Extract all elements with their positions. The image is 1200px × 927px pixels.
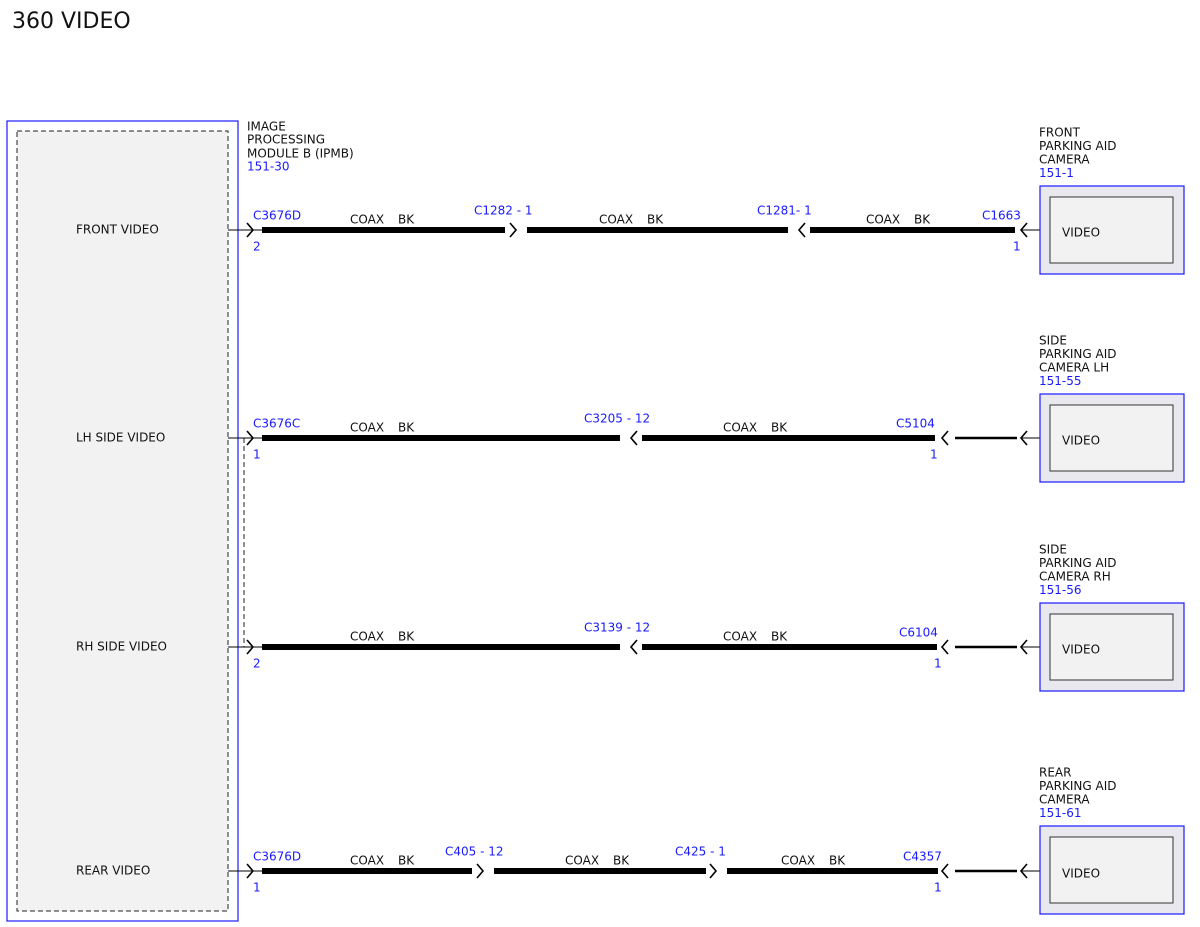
connector-label: C6104 xyxy=(899,626,938,640)
inline-connector-label: C3205 - 12 xyxy=(584,412,650,426)
inline-connector-label: C425 - 1 xyxy=(675,845,726,859)
wire-color: BK xyxy=(771,421,788,435)
camera-signal: VIDEO xyxy=(1062,226,1100,240)
wire-color: BK xyxy=(829,854,846,868)
module-ref: 151-30 xyxy=(247,160,290,174)
connector-label: C4357 xyxy=(903,850,942,864)
inline-connector-label: C3139 - 12 xyxy=(584,621,650,635)
pin-number: 2 xyxy=(253,240,261,254)
inline-connector-label: C405 - 12 xyxy=(445,845,504,859)
title: 360 VIDEO xyxy=(12,9,131,34)
camera-name: SIDE xyxy=(1039,543,1067,557)
inline-connector-label: C1282 - 1 xyxy=(474,204,533,218)
wire-color: BK xyxy=(647,213,664,227)
wire-type: COAX xyxy=(350,213,384,227)
wire-type: COAX xyxy=(781,854,815,868)
wire-color: BK xyxy=(398,854,415,868)
camera-ref: 151-56 xyxy=(1039,583,1082,597)
connector-arrow xyxy=(509,222,518,238)
wire-type: COAX xyxy=(350,854,384,868)
module-name: IMAGE xyxy=(247,120,286,134)
wire-color: BK xyxy=(771,630,788,644)
pin-number: 1 xyxy=(930,448,938,462)
wire-color: BK xyxy=(914,213,931,227)
module-name: PROCESSING xyxy=(247,133,325,147)
wire-color: BK xyxy=(398,630,415,644)
wire-color: BK xyxy=(398,421,415,435)
pin-number: 1 xyxy=(253,881,261,895)
camera-signal: VIDEO xyxy=(1062,643,1100,657)
connector-arrow xyxy=(476,863,485,879)
connector-label: C1663 xyxy=(982,209,1021,223)
camera-signal: VIDEO xyxy=(1062,434,1100,448)
connector-arrow xyxy=(940,430,949,446)
camera-name: PARKING AID xyxy=(1039,556,1117,570)
wire-type: COAX xyxy=(350,630,384,644)
camera-inner xyxy=(1049,613,1174,681)
connector-arrow xyxy=(940,863,949,879)
wire-type: COAX xyxy=(723,421,757,435)
module-pin-label: LH SIDE VIDEO xyxy=(76,431,165,445)
camera-name: REAR xyxy=(1039,766,1071,780)
connector-label: C3676D xyxy=(253,209,301,223)
camera-name: CAMERA xyxy=(1039,153,1090,167)
pin-number: 1 xyxy=(253,448,261,462)
module-pin-label: FRONT VIDEO xyxy=(76,223,159,237)
connector-arrow xyxy=(246,430,255,446)
connector-label: C3676C xyxy=(253,417,300,431)
wire-color: BK xyxy=(398,213,415,227)
module-inner xyxy=(16,130,229,912)
connector-arrow xyxy=(709,863,718,879)
connector-arrow xyxy=(246,222,255,238)
camera-name: SIDE xyxy=(1039,334,1067,348)
connector-arrow xyxy=(629,639,638,655)
connector-arrow xyxy=(246,639,255,655)
wire-type: COAX xyxy=(866,213,900,227)
camera-name: CAMERA LH xyxy=(1039,361,1109,375)
connector-label: C5104 xyxy=(896,417,935,431)
connector-label: C3676D xyxy=(253,850,301,864)
wire-type: COAX xyxy=(599,213,633,227)
module-pin-label: REAR VIDEO xyxy=(76,864,150,878)
camera-signal: VIDEO xyxy=(1062,867,1100,881)
wire-type: COAX xyxy=(350,421,384,435)
connector-arrow xyxy=(246,863,255,879)
connector-arrow xyxy=(629,430,638,446)
camera-inner xyxy=(1049,196,1174,264)
connector-arrow xyxy=(940,639,949,655)
module-pin-label: RH SIDE VIDEO xyxy=(76,640,167,654)
camera-name: PARKING AID xyxy=(1039,139,1117,153)
connector-arrow xyxy=(797,222,806,238)
camera-name: FRONT xyxy=(1039,126,1081,140)
camera-ref: 151-55 xyxy=(1039,374,1082,388)
inline-connector-label: C1281- 1 xyxy=(757,204,812,218)
camera-name: PARKING AID xyxy=(1039,779,1117,793)
wire-type: COAX xyxy=(723,630,757,644)
camera-inner xyxy=(1049,404,1174,472)
pin-number: 1 xyxy=(934,657,942,671)
pin-number: 1 xyxy=(1013,240,1021,254)
camera-name: CAMERA xyxy=(1039,793,1090,807)
wire-color: BK xyxy=(613,854,630,868)
camera-name: CAMERA RH xyxy=(1039,570,1111,584)
module-name: MODULE B (IPMB) xyxy=(247,147,354,161)
pin-number: 2 xyxy=(253,657,261,671)
camera-inner xyxy=(1049,836,1174,904)
pin-number: 1 xyxy=(934,881,942,895)
camera-name: PARKING AID xyxy=(1039,347,1117,361)
camera-ref: 151-61 xyxy=(1039,806,1082,820)
wire-type: COAX xyxy=(565,854,599,868)
camera-ref: 151-1 xyxy=(1039,166,1074,180)
